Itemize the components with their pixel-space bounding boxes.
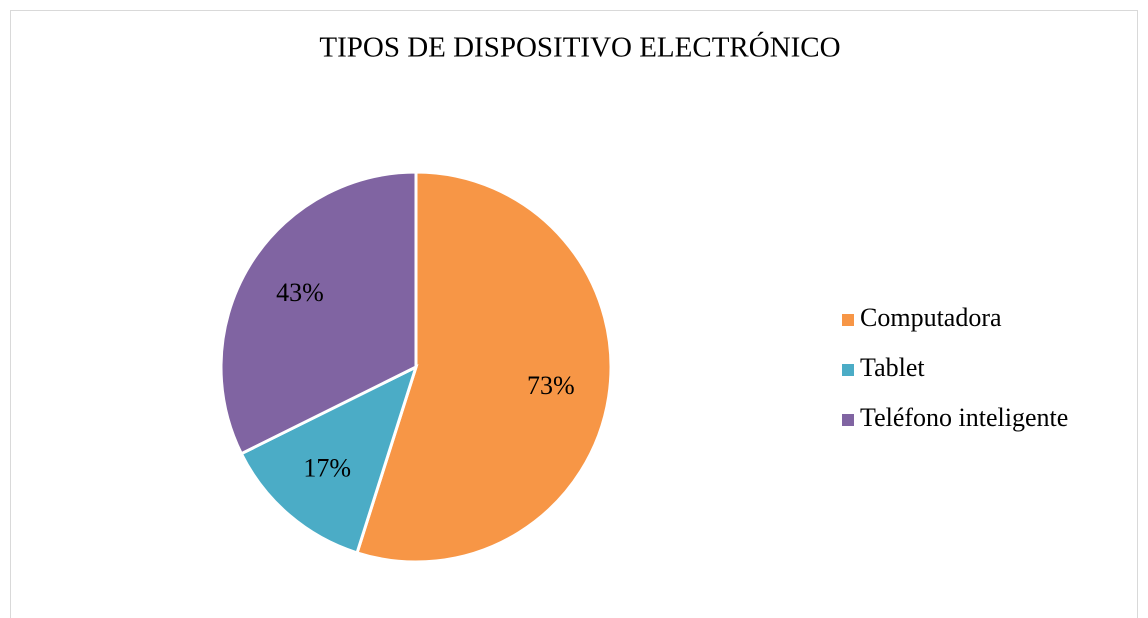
data-label: 73% <box>527 371 575 400</box>
legend-swatch <box>842 314 854 326</box>
legend-swatch <box>842 414 854 426</box>
legend-label: Tablet <box>860 353 925 382</box>
legend-label: Teléfono inteligente <box>860 403 1068 432</box>
chart-title: TIPOS DE DISPOSITIVO ELECTRÓNICO <box>319 31 840 64</box>
data-label: 43% <box>276 278 324 307</box>
legend-label: Computadora <box>860 303 1002 332</box>
pie-slice <box>355 170 613 564</box>
legend-swatch <box>842 364 854 376</box>
pie-slice <box>239 364 419 555</box>
pie-slice <box>219 170 418 456</box>
data-label: 17% <box>303 454 351 483</box>
